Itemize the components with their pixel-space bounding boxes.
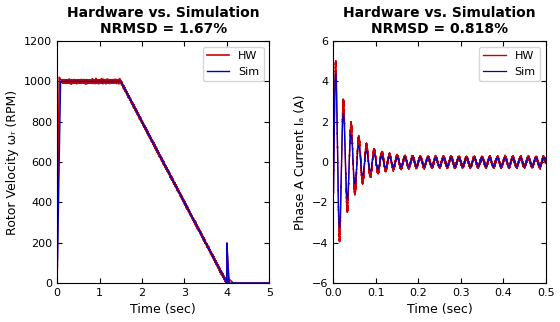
Sim: [465, 162, 472, 166]
Sim: [95, 80, 102, 83]
HW: [95, 80, 102, 84]
Sim: [54, 281, 60, 285]
HW: [55, 189, 62, 193]
Sim: [515, 163, 521, 166]
Line: HW: HW: [57, 77, 269, 284]
Sim: [57, 80, 64, 83]
HW: [465, 161, 472, 165]
Line: Sim: Sim: [57, 81, 269, 283]
HW: [426, 156, 432, 159]
HW: [542, 159, 549, 163]
Y-axis label: Phase A Current Iₐ (A): Phase A Current Iₐ (A): [293, 94, 306, 230]
HW: [515, 161, 521, 165]
Sim: [63, 80, 69, 83]
HW: [223, 282, 230, 286]
HW: [255, 281, 262, 285]
Sim: [336, 225, 343, 229]
Sim: [255, 281, 262, 285]
Line: Sim: Sim: [334, 74, 545, 227]
Sim: [539, 157, 546, 161]
Y-axis label: Rotor Velocity ωᵣ (RPM): Rotor Velocity ωᵣ (RPM): [6, 90, 18, 235]
Line: HW: HW: [334, 61, 545, 242]
Title: Hardware vs. Simulation
NRMSD = 0.818%: Hardware vs. Simulation NRMSD = 0.818%: [343, 5, 536, 36]
HW: [266, 281, 273, 285]
Sim: [520, 164, 527, 168]
Title: Hardware vs. Simulation
NRMSD = 1.67%: Hardware vs. Simulation NRMSD = 1.67%: [67, 5, 259, 36]
Sim: [266, 281, 273, 285]
Sim: [542, 158, 549, 162]
HW: [539, 157, 546, 161]
HW: [67, 80, 73, 84]
HW: [333, 59, 339, 62]
HW: [336, 240, 343, 244]
X-axis label: Time (sec): Time (sec): [407, 303, 473, 317]
Sim: [55, 224, 62, 228]
HW: [54, 281, 60, 285]
HW: [56, 75, 63, 79]
X-axis label: Time (sec): Time (sec): [130, 303, 196, 317]
Legend: HW, Sim: HW, Sim: [479, 47, 540, 81]
HW: [63, 80, 69, 83]
Sim: [542, 160, 549, 164]
Sim: [330, 190, 337, 194]
HW: [520, 165, 527, 169]
Sim: [157, 156, 164, 159]
HW: [542, 159, 549, 163]
Sim: [67, 80, 73, 83]
HW: [330, 192, 337, 195]
Sim: [426, 157, 432, 161]
HW: [157, 156, 164, 160]
Sim: [332, 72, 339, 76]
Legend: HW, Sim: HW, Sim: [203, 47, 264, 81]
